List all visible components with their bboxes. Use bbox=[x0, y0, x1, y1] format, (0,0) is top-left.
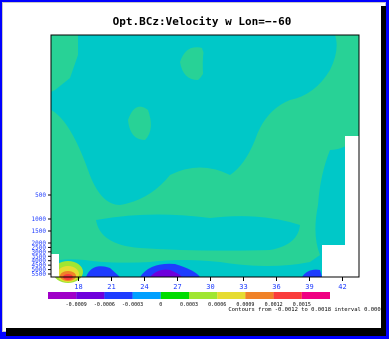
legend-label: 0 bbox=[159, 302, 162, 308]
chart-title: Opt.BCz:Velocity w Lon=−-60 bbox=[113, 15, 292, 28]
green-region bbox=[51, 35, 359, 266]
legend-swatch bbox=[217, 292, 246, 299]
missing-data bbox=[51, 136, 359, 277]
panel-shadow-right bbox=[381, 6, 386, 336]
missing-data-left bbox=[51, 254, 59, 277]
y-tick-label: 500 bbox=[35, 192, 46, 199]
teal-region bbox=[96, 214, 300, 251]
legend-swatch bbox=[189, 292, 218, 299]
legend-label: 0.0009 bbox=[236, 302, 254, 308]
y-tick-label: 4000 bbox=[32, 258, 47, 265]
blue-region bbox=[86, 266, 120, 277]
teal-region bbox=[98, 43, 113, 95]
legend-label: -0.0003 bbox=[122, 302, 143, 308]
legend-swatch bbox=[48, 292, 77, 299]
y-tick-label: 1500 bbox=[32, 228, 47, 235]
legend-label: 0.0006 bbox=[208, 302, 226, 308]
teal-islands bbox=[96, 38, 321, 251]
x-tick-label: 24 bbox=[140, 283, 148, 291]
teal-region bbox=[202, 38, 244, 102]
x-tick-label: 21 bbox=[107, 283, 115, 291]
legend-swatch bbox=[301, 292, 330, 299]
missing-data-right bbox=[345, 136, 359, 277]
legend-swatch bbox=[76, 292, 105, 299]
y-tick-label: 1000 bbox=[32, 216, 47, 223]
plot-frame bbox=[50, 34, 360, 278]
x-tick-label: 18 bbox=[74, 283, 82, 291]
green-region bbox=[128, 106, 151, 140]
green-region bbox=[180, 47, 206, 80]
blue-region bbox=[302, 269, 322, 277]
legend-label: 0.0015 bbox=[293, 302, 311, 308]
teal-region bbox=[261, 38, 321, 86]
legend-label: -0.0006 bbox=[94, 302, 115, 308]
legend-label: 0.0012 bbox=[265, 302, 283, 308]
teal-region bbox=[148, 44, 178, 120]
x-axis: 18 21 24 27 30 33 36 39 42 bbox=[74, 277, 347, 291]
y-axis: 500 1000 1500 20002500300035004000450050005… bbox=[32, 192, 51, 278]
panel-shadow-bottom bbox=[6, 328, 386, 336]
purple-region bbox=[150, 269, 182, 277]
y-tick-label: 3500 bbox=[32, 253, 47, 260]
legend-label: -0.0009 bbox=[66, 302, 87, 308]
y-tick-label: 5000 bbox=[32, 267, 47, 274]
legend-swatch bbox=[160, 292, 189, 299]
legend-swatch bbox=[245, 292, 274, 299]
x-tick-label: 30 bbox=[206, 283, 214, 291]
x-tick-label: 33 bbox=[239, 283, 247, 291]
color-legend: -0.0009 -0.0006 -0.0003 0 0.0003 0.0006 0.0009… bbox=[48, 292, 384, 313]
legend-swatch bbox=[132, 292, 161, 299]
legend-swatch bbox=[273, 292, 302, 299]
legend-swatch bbox=[104, 292, 133, 299]
legend-label: 0.0003 bbox=[180, 302, 198, 308]
green-contour-regions bbox=[51, 35, 359, 266]
bottom-features bbox=[53, 261, 322, 283]
x-tick-label: 36 bbox=[272, 283, 280, 291]
x-tick-label: 39 bbox=[305, 283, 313, 291]
missing-data-corner bbox=[322, 245, 345, 277]
legend-note: Contours from -0.0012 to 0.0018 interval… bbox=[228, 307, 384, 313]
y-tick-label: 2500 bbox=[32, 244, 47, 251]
green-region bbox=[51, 35, 78, 92]
y-tick-label: 4500 bbox=[32, 262, 47, 269]
y-tick-label: 2000 bbox=[32, 240, 47, 247]
y-tick-label: 3000 bbox=[32, 249, 47, 256]
y-tick-label: 5500 bbox=[32, 271, 47, 278]
x-tick-label: 42 bbox=[338, 283, 346, 291]
x-tick-label: 27 bbox=[173, 283, 181, 291]
